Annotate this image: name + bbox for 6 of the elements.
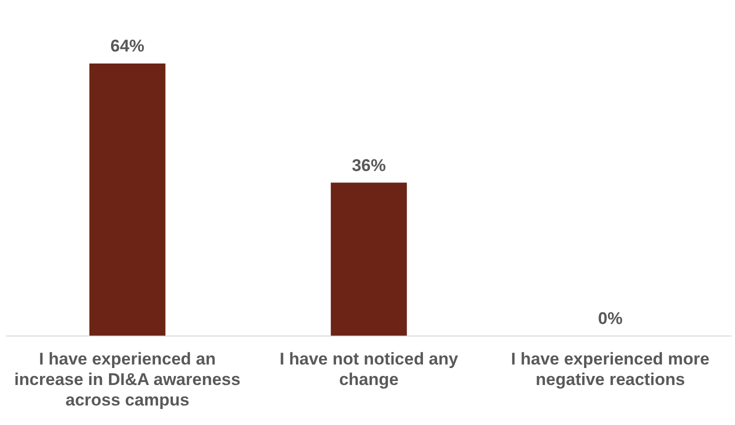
x-tick-label: I have experienced an increase in DI&A awareness across campus	[14, 350, 240, 410]
data-label: 36%	[352, 156, 386, 175]
data-label: 0%	[598, 308, 623, 328]
x-tick-label: I have experienced more negative reactions	[511, 350, 710, 390]
data-label: 64%	[110, 36, 144, 56]
x-tick-label: I have not noticed any change	[280, 350, 459, 390]
